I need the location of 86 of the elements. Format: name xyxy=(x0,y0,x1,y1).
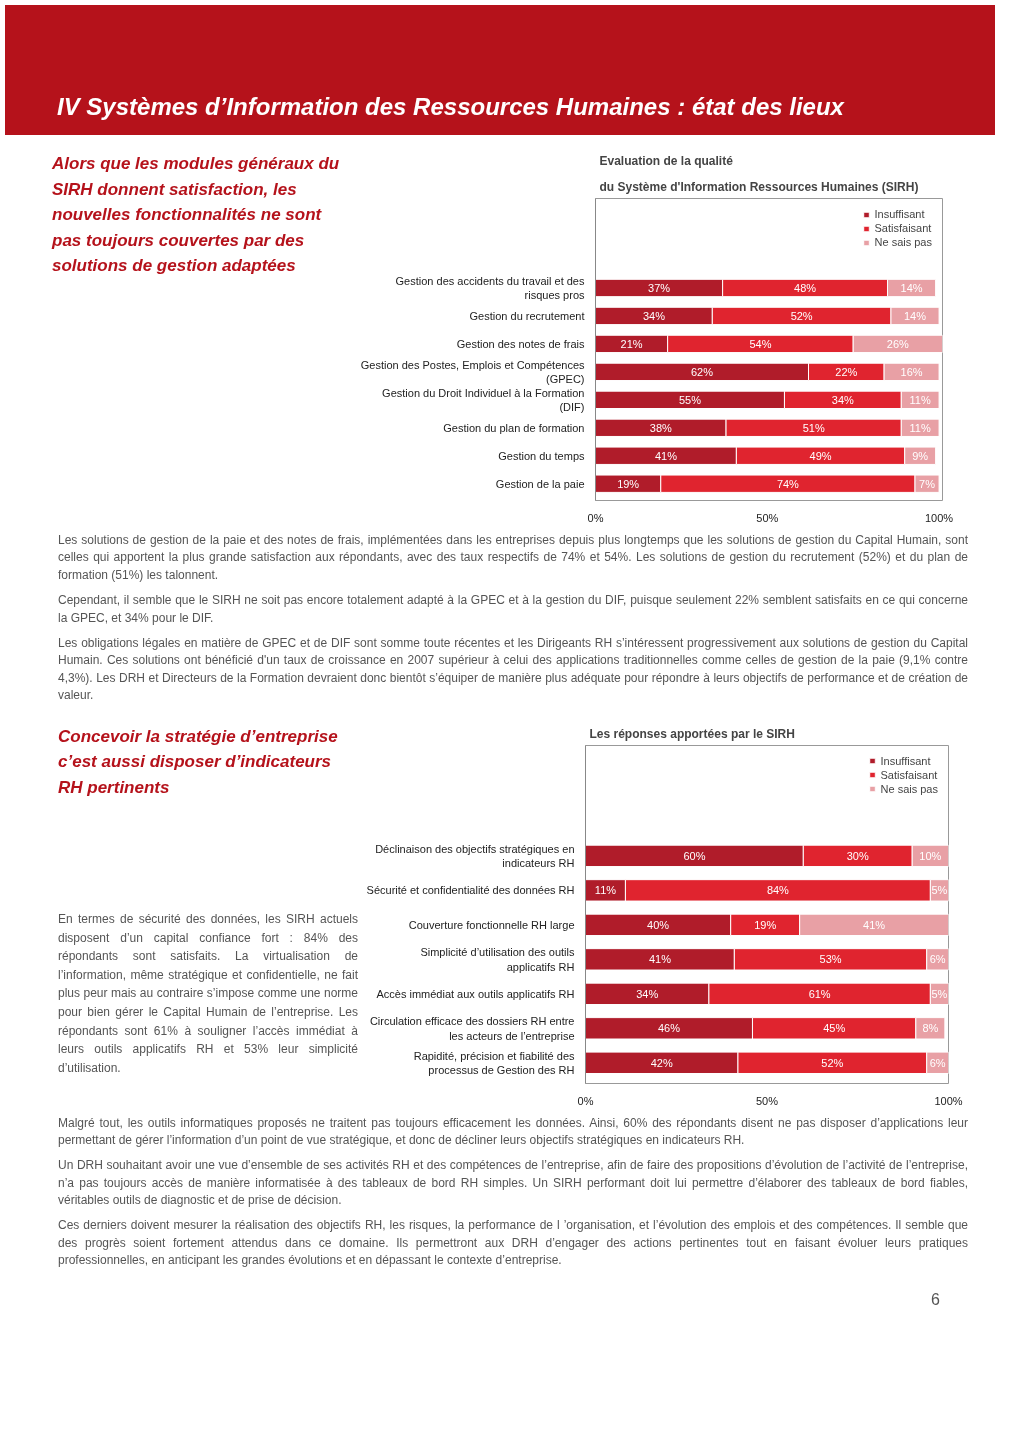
x-tick-label: 50% xyxy=(756,511,779,524)
data-label: 9% xyxy=(912,449,929,462)
data-label: 7% xyxy=(919,477,936,490)
data-label: 41% xyxy=(648,952,672,965)
legend-label: Satisfaisant xyxy=(874,222,932,234)
data-label: 34% xyxy=(642,309,666,322)
data-label: 60% xyxy=(683,849,706,862)
data-label: 10% xyxy=(919,849,942,862)
y-tick-label: Gestion du temps xyxy=(498,449,585,462)
data-label: 53% xyxy=(819,952,842,965)
data-label: 5% xyxy=(931,883,948,896)
text: Les obligations légales en matière de GPEC et de DIF sont somme toute récentes et les Dirigeants RH s’intéressent progressivement aux solutions de gestion du Capital Humain. Ces solutions ont bénéficié d'un taux de croissance en 2007 supérieur à celui des applications traditionnelles comme celles de gestion de la paie (9,1% contre 4,3%). Les DRH et Directeurs de la Formation devraient donc bientôt s’équiper de manière plus adéquate pour répondre à leurs objectifs de performance et de création de valeur. xyxy=(58,634,968,705)
data-label: 19% xyxy=(754,918,777,931)
data-label: 11% xyxy=(909,393,931,406)
data-label: 41% xyxy=(863,918,886,931)
legend-label: Satisfaisant xyxy=(880,768,938,781)
data-label: 48% xyxy=(794,281,817,294)
y-tick-label: Accès immédiat aux outils applicatifs RH xyxy=(376,987,575,1000)
text: Ces derniers doivent mesurer la réalisation des objectifs RH, les risques, la performance de l ’organisation, et l’évolution des emplois et des compétences. Il semble que des progrès soient fortement attendus dans ce domaine. Ils permettront aux DRH d’engager des actions pertinentes tout en faisant évoluer leurs pratiques professionnelles, en anticipant les grandes évolutions et en dépassant le contexte d’entreprise. xyxy=(58,1217,968,1270)
text: Cependant, il semble que le SIRH ne soit pas encore totalement adapté à la GPEC et à la gestion du DIF, puisque seulement 22% semblent satisfaits en ce qui concerne la GPEC, et 34% pour le DIF. xyxy=(58,592,968,627)
x-tick-label: 50% xyxy=(755,1094,779,1107)
x-tick-label: 100% xyxy=(934,1094,963,1107)
data-label: 49% xyxy=(809,449,832,462)
data-label: 22% xyxy=(835,365,858,378)
data-label: 52% xyxy=(790,309,813,322)
legend-label: Insuffisant xyxy=(874,208,925,220)
data-label: 5% xyxy=(931,987,948,1000)
data-label: 34% xyxy=(831,393,855,406)
data-label: 37% xyxy=(648,281,671,294)
data-label: 51% xyxy=(802,421,825,434)
data-label: 11% xyxy=(909,421,931,434)
y-tick-label: Couverture fonctionnelle RH large xyxy=(408,918,575,931)
y-tick-label: Déclinaison des objectifs stratégiques en indicateurs RH xyxy=(375,842,575,869)
text: En termes de sécurité des données, les SIRH actuels disposent d’un capital confiance fort : 84% des répondants sont satisfaits. La virtualisation de l’information, même stratégique et confidentielle, ne fait plus peur mais au contraire s’impose comme une norme pour bien gérer le Capital Humain de l’entreprise. Les répondants sont 61% à souligner l’accès immédiat à leurs outils applicatifs RH et 53% leur simplicité d’utilisation. xyxy=(58,912,358,1075)
y-tick-label: Gestion de la paie xyxy=(495,477,585,490)
legend-label: Ne sais pas xyxy=(874,236,932,248)
data-label: 26% xyxy=(886,337,910,350)
chart-title: Evaluation de la qualité xyxy=(599,153,734,168)
data-label: 61% xyxy=(808,987,831,1000)
y-tick-label: Gestion du plan de formation xyxy=(443,421,585,434)
data-label: 6% xyxy=(929,1056,946,1069)
y-tick-label: Circulation efficace des dossiers RH entre les acteurs de l’entreprise xyxy=(369,1014,575,1042)
data-label: 62% xyxy=(691,365,714,378)
data-label: 6% xyxy=(929,952,946,965)
data-label: 21% xyxy=(620,337,643,350)
data-label: 84% xyxy=(766,883,790,896)
text: 6 xyxy=(931,1289,940,1310)
y-tick-label: Gestion des accidents du travail et des risques pros xyxy=(395,274,585,302)
text: IV Systèmes d’Information des Ressources Humaines : état des lieux xyxy=(57,92,844,122)
data-label: 14% xyxy=(904,309,927,322)
x-tick-label: 0% xyxy=(577,1094,594,1107)
y-tick-label: Rapidité, précision et fiabilité des processus de Gestion des RH xyxy=(413,1049,575,1076)
data-label: 19% xyxy=(617,477,640,490)
data-label: 74% xyxy=(776,477,800,490)
data-label: 38% xyxy=(649,421,672,434)
legend-label: Insuffisant xyxy=(880,754,931,767)
text: Concevoir la stratégie d’entreprise c’est aussi disposer d’indicateurs RH pertinents xyxy=(58,725,339,799)
y-tick-label: Sécurité et confidentialité des données RH xyxy=(366,883,575,896)
chart-subtitle: du Système d'Information Ressources Humaines (SIRH) xyxy=(599,179,919,194)
data-label: 52% xyxy=(821,1056,844,1069)
data-label: 30% xyxy=(846,849,869,862)
x-tick-label: 0% xyxy=(587,511,604,524)
data-label: 11% xyxy=(594,883,617,896)
data-label: 40% xyxy=(647,918,670,931)
y-tick-label: Simplicité d’utilisation des outils applicatifs RH xyxy=(420,945,575,973)
data-label: 42% xyxy=(650,1056,673,1069)
data-label: 55% xyxy=(678,393,702,406)
data-label: 14% xyxy=(900,281,923,294)
y-tick-label: Gestion du Droit Individuel à la Formation (DIF) xyxy=(382,386,585,414)
data-label: 16% xyxy=(900,365,923,378)
text: Un DRH souhaitant avoir une vue d’ensemble de ses activités RH et des compétences de l’entreprise, afin de faire des propositions d’évolution de l’activité de l’entreprise, n’a pas toujours accès de manière informatisée à des tableaux de bord RH simples. Un SIRH performant doit lui permettre d’élaborer des tableaux de bord fiables, véritables outils de diagnostic et de prise de décision. xyxy=(58,1157,968,1210)
chart-title: Les réponses apportées par le SIRH xyxy=(589,726,795,741)
data-label: 8% xyxy=(922,1021,939,1034)
legend-label: Ne sais pas xyxy=(880,782,938,795)
text: Alors que les modules généraux du SIRH donnent satisfaction, les nouvelles fonctionnalités ne sont pas toujours couvertes par des solutions de gestion adaptées xyxy=(52,153,341,277)
text: Malgré tout, les outils informatiques proposés ne traitent pas toujours efficacement les données. Ainsi, 60% des répondants disent ne pas disposer d’applications leur permettant de gérer l’information d’un point de vue stratégique, et donc de décliner leurs objectifs stratégiques en indicateurs RH. xyxy=(58,1114,968,1149)
data-label: 46% xyxy=(657,1021,681,1034)
data-label: 34% xyxy=(636,987,659,1000)
data-label: 54% xyxy=(749,337,772,350)
data-label: 45% xyxy=(823,1021,846,1034)
y-tick-label: Gestion du recrutement xyxy=(469,309,585,322)
text: Les solutions de gestion de la paie et des notes de frais, implémentées dans les entreprises depuis plus longtemps que les solutions de gestion du Capital Humain, sont celles qui apportent la plus grande satisfaction aux répondants, avec des taux respectifs de 74% et 54%. Les solutions de gestion du recrutement (52%) et du plan de formation (51%) les talonnent. xyxy=(58,532,968,584)
x-tick-label: 100% xyxy=(925,511,954,524)
y-tick-label: Gestion des Postes, Emplois et Compétences (GPEC) xyxy=(360,358,585,386)
data-label: 41% xyxy=(654,449,678,462)
y-tick-label: Gestion des notes de frais xyxy=(456,337,585,350)
